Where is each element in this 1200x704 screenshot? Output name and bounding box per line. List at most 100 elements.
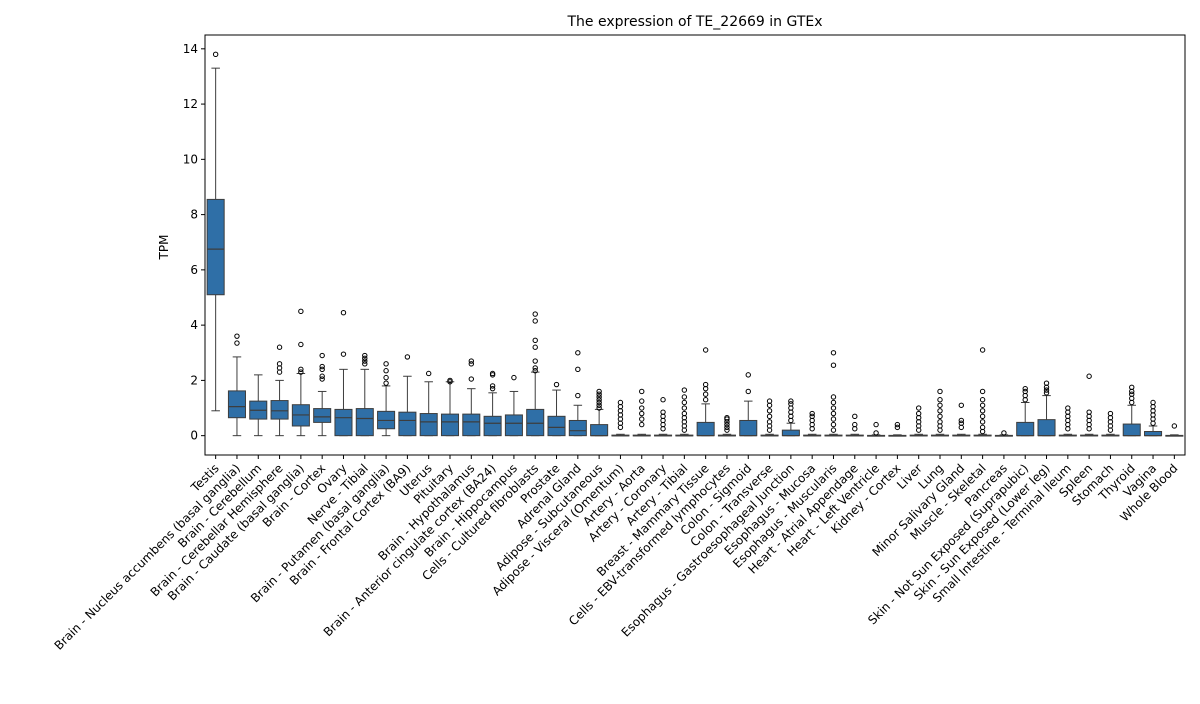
outlier-41-5 [1086,373,1092,379]
outlier-34-2 [937,419,943,425]
outlier-39-0 [1043,390,1050,396]
box-43 [1122,423,1141,437]
box-10 [419,413,438,437]
outlier-40-5 [1065,405,1071,411]
outlier-13-0 [489,385,496,392]
y-tick-label-14: 14 [183,42,198,56]
outlier-41-4 [1086,409,1092,415]
outlier-5-2 [319,366,325,373]
outlier-18-4 [596,394,602,400]
box-11 [440,413,460,437]
outlier-39-1 [1043,387,1050,393]
outlier-30-1 [852,421,858,428]
outlier-35-2 [958,417,965,424]
y-tick-label-4: 4 [190,318,198,332]
outlier-25-1 [745,372,751,378]
outlier-26-6 [766,398,773,404]
box-38 [1016,421,1035,437]
outlier-29-6 [830,394,837,400]
outlier-16-0 [553,381,560,388]
outlier-0-0 [212,51,219,58]
y-tick-label-0: 0 [190,429,198,443]
outlier-29-1 [830,421,837,428]
outlier-33-4 [915,410,922,417]
box-18 [590,424,609,437]
outlier-23-4 [702,347,709,353]
outlier-20-2 [639,410,645,417]
outlier-22-7 [681,394,688,400]
box-13 [483,415,502,437]
box-5 [313,408,332,423]
outlier-4-1 [298,366,304,373]
outlier-42-4 [1107,410,1114,417]
outlier-3-3 [276,344,283,350]
y-tick-label-6: 6 [190,263,198,277]
outlier-23-0 [702,397,709,403]
outlier-8-3 [383,361,389,367]
outlier-1-0 [234,340,240,346]
box-3 [270,400,289,420]
outlier-39-3 [1043,380,1050,386]
outlier-8-2 [383,368,389,374]
outlier-29-8 [830,350,837,356]
outlier-6-0 [340,351,347,357]
outlier-15-2 [532,358,538,364]
outlier-24-1 [724,424,730,431]
outlier-5-1 [319,373,325,379]
outlier-17-1 [575,366,581,373]
outlier-33-5 [915,405,922,411]
box-1 [227,390,246,419]
outlier-4-3 [298,308,304,315]
outlier-1-1 [234,333,240,339]
box-17 [568,419,587,437]
outlier-22-5 [681,405,688,411]
outlier-14-0 [511,374,517,381]
outlier-15-5 [532,318,538,324]
outlier-18-5 [596,391,602,397]
box-7 [355,408,374,437]
outlier-19-6 [617,399,624,406]
outlier-28-3 [809,413,815,420]
outlier-34-4 [937,408,943,414]
outlier-32-0 [894,424,901,431]
outlier-4-0 [298,369,304,375]
outlier-10-0 [425,370,432,377]
outlier-36-4 [979,408,986,414]
outlier-15-4 [532,337,538,344]
outlier-7-2 [362,355,368,361]
outlier-17-2 [575,350,581,356]
y-tick-label-8: 8 [190,208,198,222]
outlier-36-1 [979,424,986,431]
outlier-38-2 [1022,388,1028,395]
outlier-7-3 [362,352,368,359]
outlier-17-0 [575,392,581,399]
outlier-36-2 [979,419,986,425]
outlier-15-6 [532,311,538,317]
outlier-21-5 [660,397,666,403]
outlier-22-8 [681,387,688,393]
outlier-26-4 [766,408,773,414]
outlier-26-2 [766,419,773,425]
outlier-36-8 [979,347,986,353]
outlier-20-1 [639,416,645,422]
box-23 [696,421,715,437]
outlier-34-6 [937,397,943,403]
outlier-23-1 [702,391,709,397]
outlier-18-1 [596,402,602,408]
outlier-22-6 [681,399,688,406]
outlier-22-4 [681,410,688,417]
axes-frame [204,34,1186,456]
outlier-4-2 [298,341,304,348]
outlier-26-3 [766,413,773,420]
outlier-29-4 [830,405,837,411]
box-14 [504,414,523,437]
outlier-15-0 [532,368,538,374]
outlier-27-5 [788,398,794,404]
outlier-20-4 [639,398,645,404]
outlier-31-1 [873,421,879,428]
outlier-34-7 [937,388,943,395]
outlier-29-3 [830,410,837,417]
outlier-44-5 [1150,399,1156,406]
